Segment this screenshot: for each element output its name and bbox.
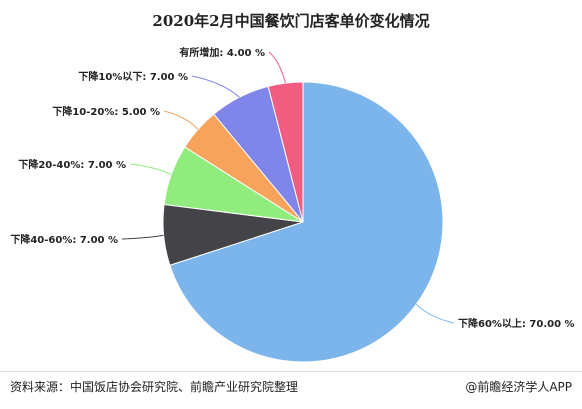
footer-divider [0, 371, 582, 372]
leader-line-1 [415, 303, 455, 324]
pie-slice-1 [169, 81, 444, 363]
slice-label-6: 有所增加: 4.00 % [179, 46, 265, 59]
slice-label-2: 下降40-60%: 7.00 % [10, 233, 118, 246]
slice-label-3: 下降20-40%: 7.00 % [18, 158, 126, 171]
source-note: 资料来源：中国饭店协会研究院、前瞻产业研究院整理 [10, 380, 299, 394]
slice-label-1: 下降60%以上: 70.00 % [458, 317, 575, 330]
leader-line-4 [163, 110, 199, 130]
leader-line-3 [129, 163, 172, 176]
slice-label-4: 下降10-20%: 5.00 % [52, 105, 160, 118]
credit-note: @前瞻经济学人APP [465, 380, 572, 394]
chart-title: 2020年2月中国餐饮门店客单价变化情况 [152, 12, 430, 30]
leader-line-2 [121, 234, 164, 240]
slice-label-5: 下降10%以下: 7.00 % [78, 70, 188, 83]
pie-chart: 下降60%以上: 70.00 % 下降40-60%: 7.00 % 下降20-40%… [10, 46, 575, 363]
leader-line-6 [268, 51, 286, 84]
leader-line-5 [191, 75, 240, 98]
